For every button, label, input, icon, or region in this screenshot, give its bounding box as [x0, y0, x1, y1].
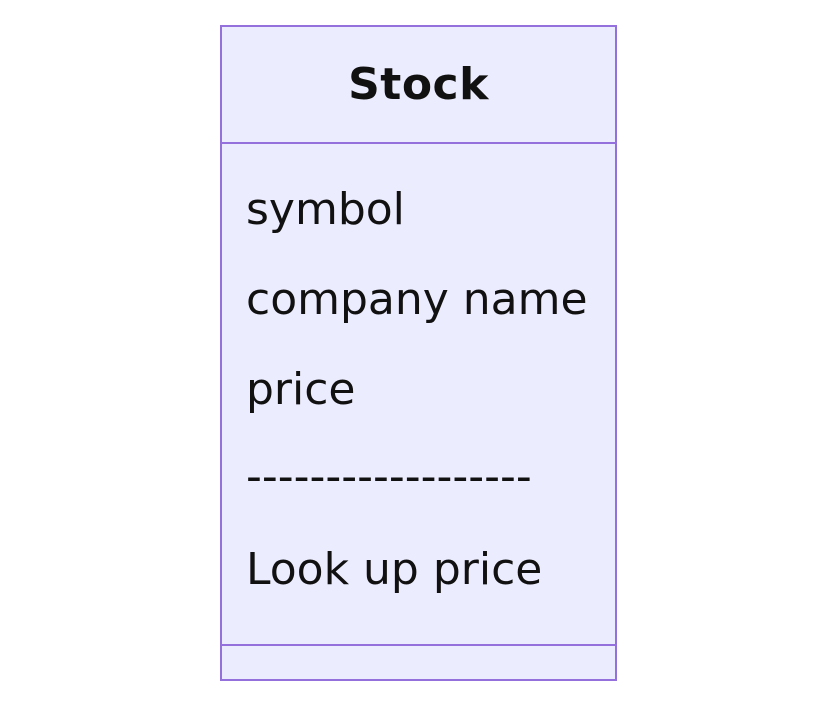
class-node-stock: Stock symbol company name price --------… — [220, 25, 617, 681]
class-title: Stock — [222, 27, 615, 144]
class-members-section: symbol company name price --------------… — [222, 144, 615, 644]
class-methods-section — [222, 644, 615, 681]
class-member-price: price — [246, 364, 356, 415]
class-member-look-up-price: Look up price — [246, 544, 543, 595]
class-member-separator: ------------------ — [246, 451, 532, 502]
class-member-company-name: company name — [246, 274, 588, 325]
class-member-symbol: symbol — [246, 184, 405, 235]
